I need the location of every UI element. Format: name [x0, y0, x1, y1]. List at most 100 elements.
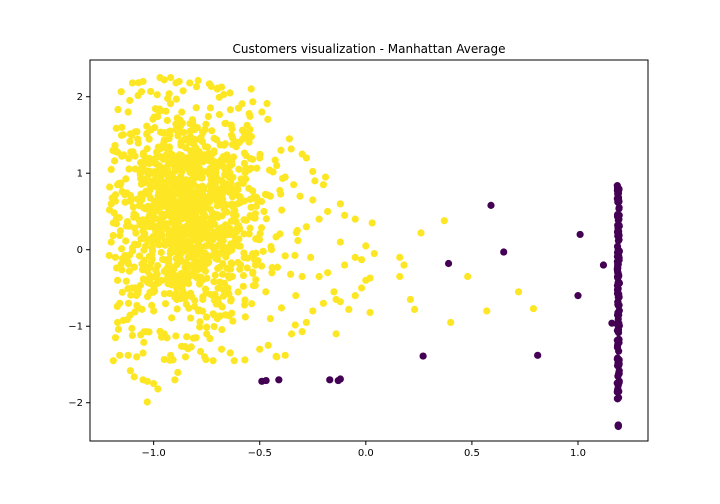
data-point: [155, 279, 163, 287]
data-point: [275, 376, 283, 384]
data-point: [170, 202, 178, 210]
data-point: [135, 202, 143, 210]
data-point: [236, 261, 245, 269]
data-point: [302, 318, 311, 327]
data-point: [231, 238, 239, 246]
data-point: [614, 359, 622, 367]
data-point: [240, 249, 248, 257]
data-point: [144, 219, 152, 227]
data-point: [294, 236, 302, 245]
data-point: [138, 193, 146, 201]
data-point: [206, 182, 214, 190]
data-point: [191, 192, 200, 200]
data-point: [221, 170, 229, 179]
data-point: [116, 227, 125, 235]
data-point: [269, 168, 277, 176]
data-point: [291, 321, 299, 329]
data-point: [212, 179, 220, 187]
data-point: [324, 207, 332, 216]
data-point: [107, 165, 115, 174]
data-point: [245, 230, 253, 238]
data-point: [126, 191, 135, 200]
data-point: [330, 288, 338, 296]
data-point: [119, 316, 127, 324]
data-point: [238, 135, 247, 143]
data-point: [154, 240, 162, 248]
data-point: [232, 143, 240, 151]
data-point: [215, 93, 223, 101]
data-point: [108, 194, 116, 202]
data-point: [160, 330, 168, 338]
data-point: [196, 279, 204, 287]
data-point: [245, 131, 253, 139]
y-tick-label: −2: [68, 398, 83, 409]
data-point: [130, 263, 138, 271]
data-point: [128, 247, 137, 255]
data-point: [247, 164, 255, 172]
data-point: [121, 198, 129, 206]
data-point: [172, 332, 180, 340]
data-point: [231, 185, 239, 193]
data-point: [191, 150, 200, 159]
data-point: [487, 201, 495, 209]
data-point: [111, 253, 120, 261]
data-point: [260, 207, 268, 216]
data-point: [143, 129, 151, 138]
data-point: [240, 149, 249, 157]
data-point: [154, 112, 162, 121]
data-point: [194, 215, 202, 223]
data-point: [148, 301, 156, 309]
data-point: [122, 222, 130, 230]
data-point: [105, 251, 113, 260]
data-point: [285, 135, 294, 143]
data-point: [262, 215, 271, 223]
data-point: [128, 284, 137, 292]
data-point: [212, 169, 220, 177]
data-point: [137, 175, 145, 183]
data-point: [267, 246, 276, 254]
data-point: [292, 228, 300, 237]
data-point: [309, 307, 317, 315]
data-point: [201, 285, 210, 293]
data-point: [614, 321, 622, 330]
data-point: [251, 261, 260, 269]
data-point: [160, 355, 168, 364]
x-tick-label: 0.0: [358, 448, 374, 459]
data-point: [111, 146, 120, 154]
data-point: [135, 252, 144, 260]
data-point: [240, 159, 249, 167]
data-point: [202, 313, 211, 321]
data-point: [117, 131, 126, 139]
chart-title: Customers visualization - Manhattan Aver…: [233, 42, 506, 56]
data-point: [366, 308, 374, 317]
data-point: [576, 230, 584, 239]
data-point: [147, 87, 155, 96]
data-point: [447, 318, 455, 327]
data-point: [366, 274, 374, 282]
data-point: [162, 183, 170, 191]
data-point: [166, 212, 174, 220]
data-point: [168, 314, 176, 322]
data-point: [252, 276, 260, 284]
data-point: [142, 205, 150, 213]
data-point: [147, 258, 155, 266]
data-point: [211, 271, 219, 279]
data-point: [248, 300, 256, 308]
data-point: [209, 357, 217, 365]
data-point: [141, 156, 149, 164]
data-point: [146, 194, 155, 202]
data-point: [464, 272, 472, 281]
data-point: [137, 88, 146, 96]
data-point: [155, 188, 163, 196]
data-point: [215, 110, 224, 119]
data-point: [213, 85, 221, 93]
data-point: [258, 108, 266, 116]
data-point: [291, 251, 299, 260]
data-point: [161, 129, 169, 137]
data-point: [287, 145, 295, 153]
data-point: [264, 341, 272, 349]
data-point: [110, 209, 118, 217]
data-point: [137, 331, 145, 339]
y-tick-label: 2: [77, 92, 83, 103]
data-point: [180, 241, 189, 250]
